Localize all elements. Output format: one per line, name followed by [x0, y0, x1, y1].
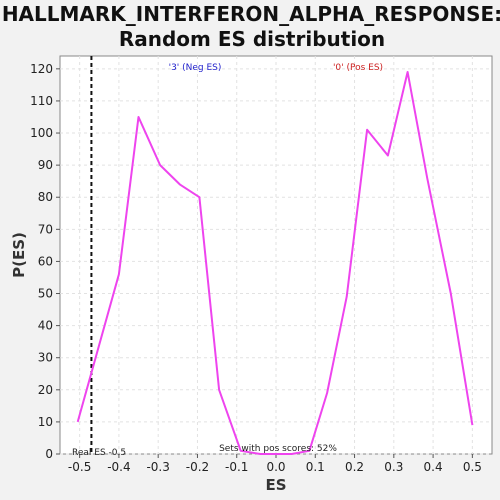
chart-title-line1: HALLMARK_INTERFERON_ALPHA_RESPONSE:: [2, 2, 500, 26]
chart-title-line2: Random ES distribution: [119, 27, 385, 51]
real-es-label: Real ES -0.5: [72, 448, 126, 458]
x-tick-label: -0.1: [225, 460, 248, 474]
x-tick-label: -0.4: [107, 460, 130, 474]
neg-es-label: '3' (Neg ES): [169, 63, 222, 73]
y-axis-ticks: 0 10 20 30 40 50 60 70 80 90 100 110 120: [30, 62, 60, 461]
y-tick-label: 20: [38, 383, 53, 397]
x-tick-label: -0.3: [146, 460, 169, 474]
y-tick-label: 10: [38, 415, 53, 429]
series-group: [76, 71, 474, 455]
x-tick-label: 0.2: [345, 460, 364, 474]
pos-es-label: '0' (Pos ES): [333, 63, 383, 73]
y-tick-label: 0: [45, 447, 53, 461]
x-tick-label: 0.1: [306, 460, 325, 474]
x-tick-label: 0.0: [266, 460, 285, 474]
pos-scores-label: Sets with pos scores: 52%: [219, 444, 337, 454]
y-tick-label: 50: [38, 287, 53, 301]
x-tick-label: 0.5: [463, 460, 482, 474]
x-tick-label: 0.4: [424, 460, 443, 474]
y-tick-label: 110: [30, 94, 53, 108]
y-tick-label: 60: [38, 254, 53, 268]
y-tick-label: 100: [30, 126, 53, 140]
y-tick-label: 30: [38, 351, 53, 365]
y-tick-label: 40: [38, 319, 53, 333]
x-axis-label: ES: [265, 476, 286, 494]
x-tick-label: -0.2: [186, 460, 209, 474]
y-tick-label: 120: [30, 62, 53, 76]
x-axis-ticks: -0.5 -0.4 -0.3 -0.2 -0.1 0.0 0.1 0.2 0.3 0.4 0.5: [68, 454, 482, 474]
y-tick-label: 90: [38, 158, 53, 172]
es-distribution-line: [76, 71, 474, 455]
x-tick-label: 0.3: [384, 460, 403, 474]
x-tick-label: -0.5: [68, 460, 91, 474]
y-tick-label: 80: [38, 190, 53, 204]
y-axis-label: P(ES): [10, 232, 28, 278]
y-tick-label: 70: [38, 222, 53, 236]
